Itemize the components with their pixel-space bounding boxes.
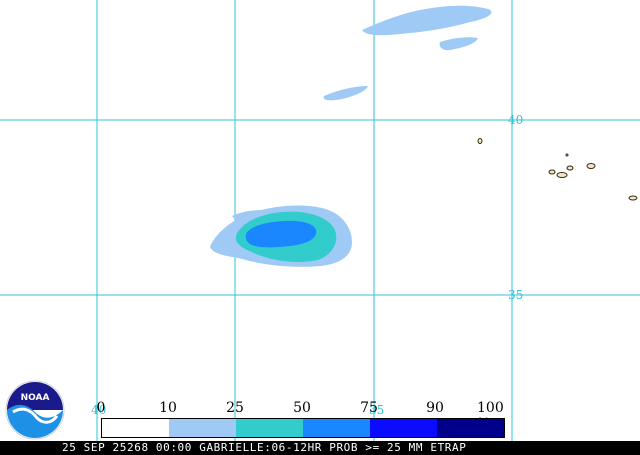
latitude-label-35: 35 — [508, 288, 524, 302]
probability-contour-main — [210, 205, 352, 267]
probability-legend: 0 10 25 50 75 90 100 % — [95, 400, 525, 438]
legend-tick: 90 — [426, 400, 444, 416]
legend-tick: 0 — [96, 400, 106, 416]
noaa-logo-text: NOAA — [21, 393, 50, 403]
legend-tick: 75 — [360, 400, 378, 416]
islands — [477, 138, 638, 201]
status-footer: 25 SEP 25268 00:00 GABRIELLE:06-12HR PRO… — [0, 441, 640, 455]
legend-swatch — [236, 419, 303, 437]
legend-color-bar — [101, 418, 505, 438]
legend-tick: 50 — [293, 400, 311, 416]
noaa-logo: NOAA — [5, 380, 65, 440]
legend-tick: 25 — [226, 400, 244, 416]
contour-50-75 — [245, 220, 317, 248]
legend-tick: 10 — [159, 400, 177, 416]
legend-swatch — [370, 419, 437, 437]
legend-swatch — [169, 419, 236, 437]
probability-contour-north — [323, 5, 492, 101]
footer-caption: 25 SEP 25268 00:00 GABRIELLE:06-12HR PRO… — [62, 441, 467, 454]
legend-swatch — [437, 419, 504, 437]
graticule — [0, 0, 640, 441]
legend-swatch — [102, 419, 169, 437]
latitude-label-40: 40 — [508, 113, 524, 127]
longitude-label-35: 35 — [369, 403, 385, 417]
contour-10-25 — [232, 210, 262, 221]
longitude-label-40: 40 — [91, 403, 107, 417]
legend-swatch — [303, 419, 370, 437]
